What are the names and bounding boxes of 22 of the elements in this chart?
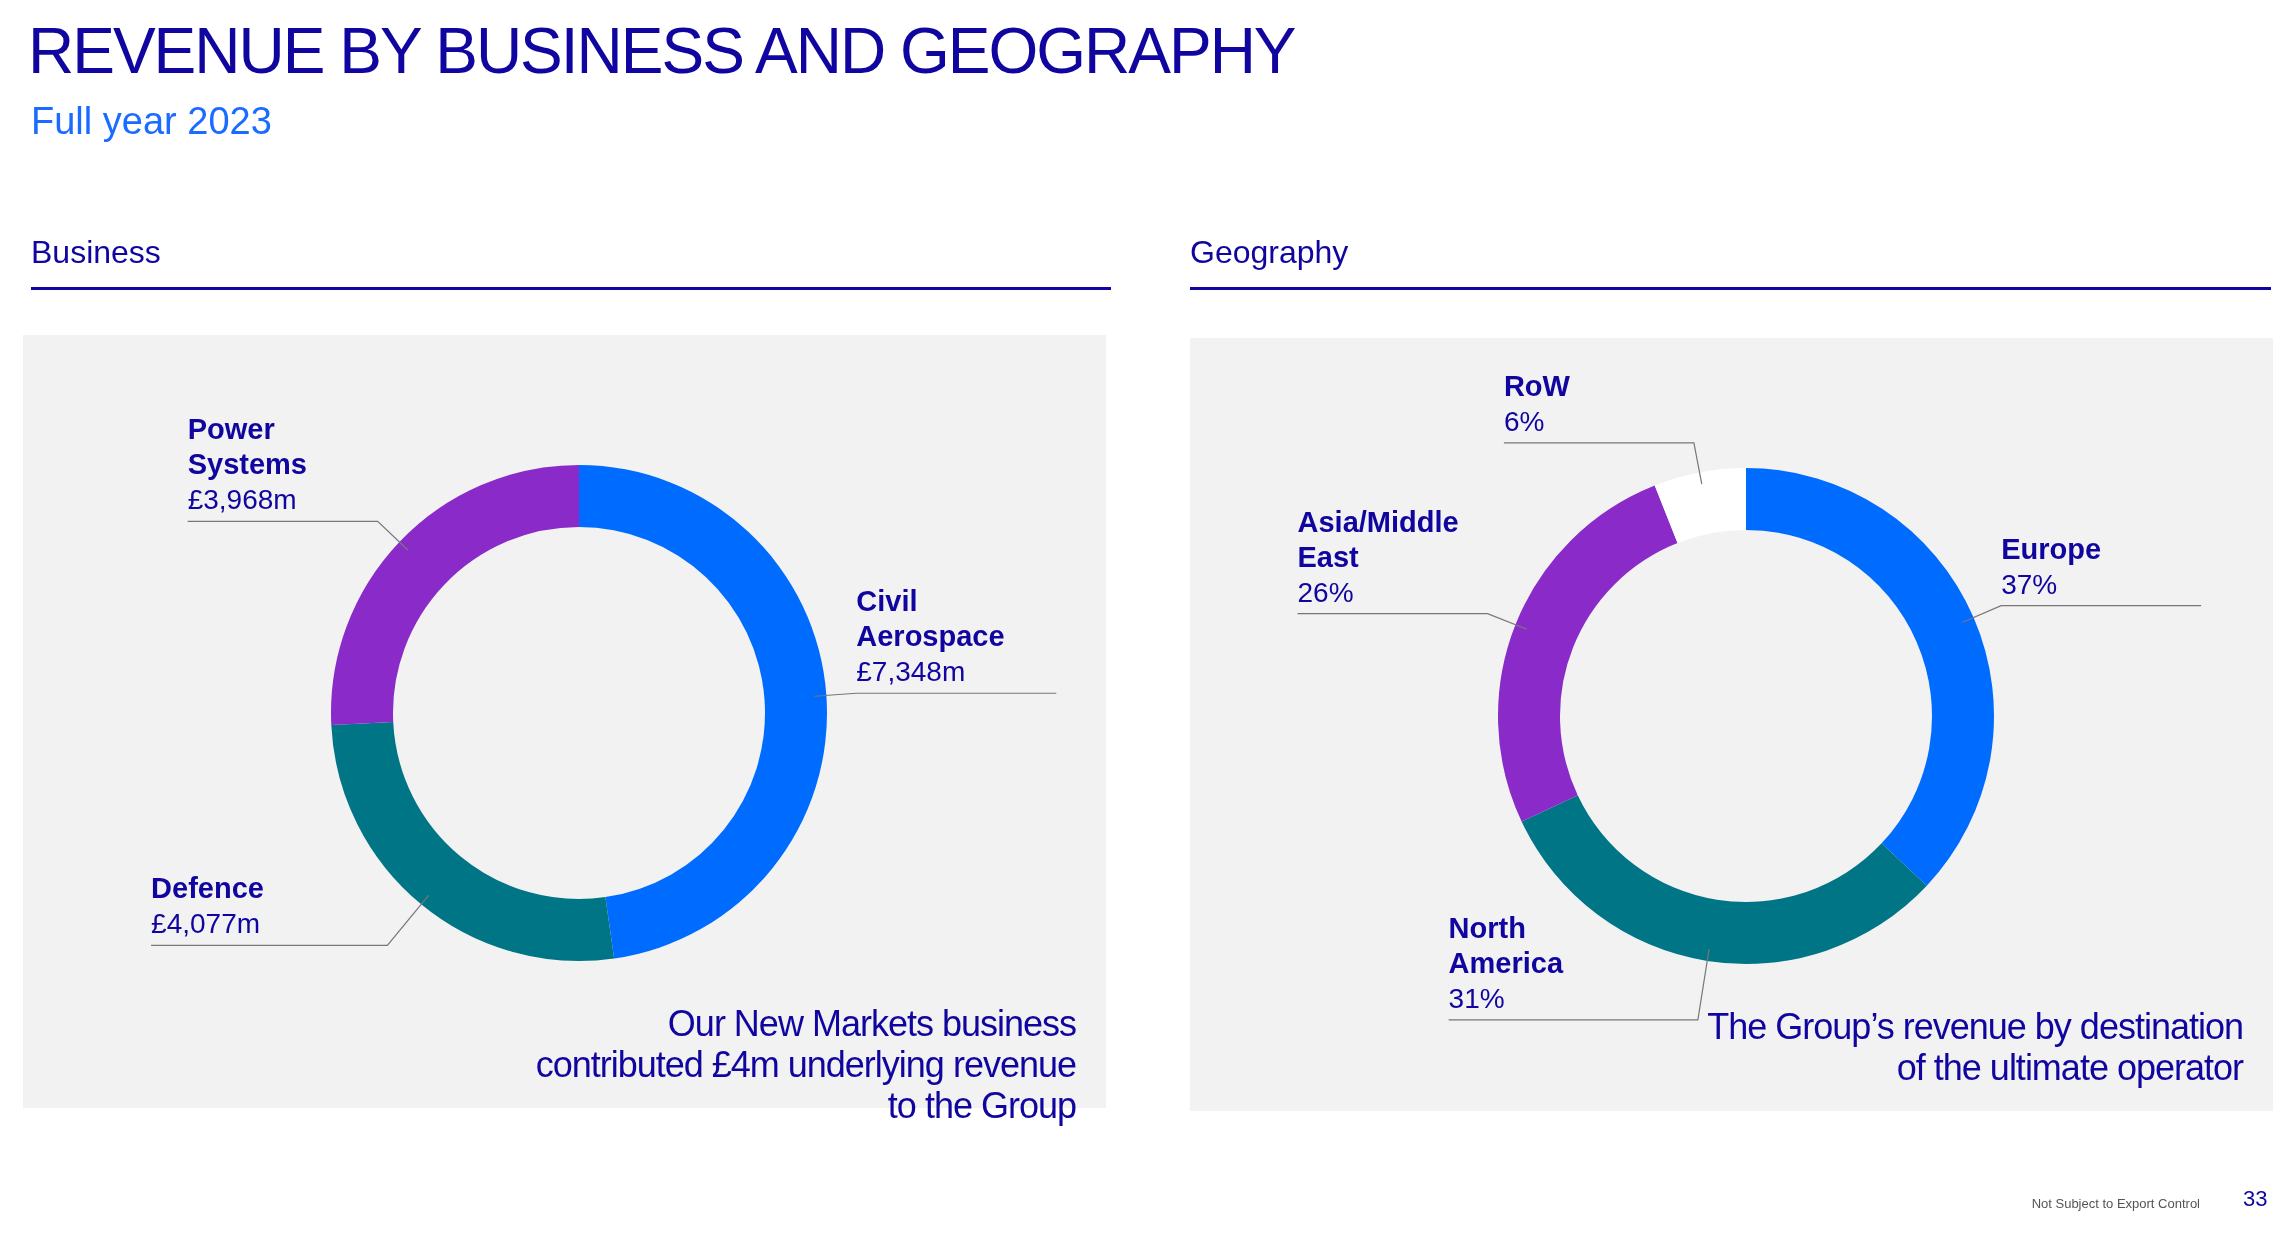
text: Not Subject to Export Control — [2030, 1196, 2200, 1211]
slice-label: North America — [1448, 911, 1564, 979]
text: 33 — [2243, 1186, 2268, 1212]
data-label: 31% — [1448, 982, 1505, 1014]
data-label: 26% — [1297, 576, 1354, 608]
chart-title: Geography — [1190, 234, 1349, 271]
data-label: 6% — [1503, 405, 1545, 437]
slice-label: RoW — [1503, 369, 1571, 402]
data-label: £7,348m — [856, 656, 966, 688]
text: REVENUE BY BUSINESS AND GEOGRAPHY — [28, 14, 1295, 88]
slice-label: Civil Aerospace — [856, 585, 1005, 653]
text: The Group’s revenue by destination of the ultimate operator — [1706, 1006, 2243, 1088]
data-label: 37% — [2001, 568, 2058, 600]
text: Our New Markets business contributed £4m underlying revenue to the Group — [534, 1003, 1076, 1126]
slice-label: Europe — [2001, 532, 2102, 565]
text: Full year 2023 — [31, 100, 272, 143]
slice-label: Asia/Middle East — [1297, 505, 1459, 573]
slice-label: Power Systems — [187, 413, 307, 481]
slice-label: Defence — [151, 872, 264, 905]
chart-title: Business — [31, 234, 161, 271]
data-label: £3,968m — [187, 484, 297, 516]
data-label: £4,077m — [151, 908, 261, 940]
